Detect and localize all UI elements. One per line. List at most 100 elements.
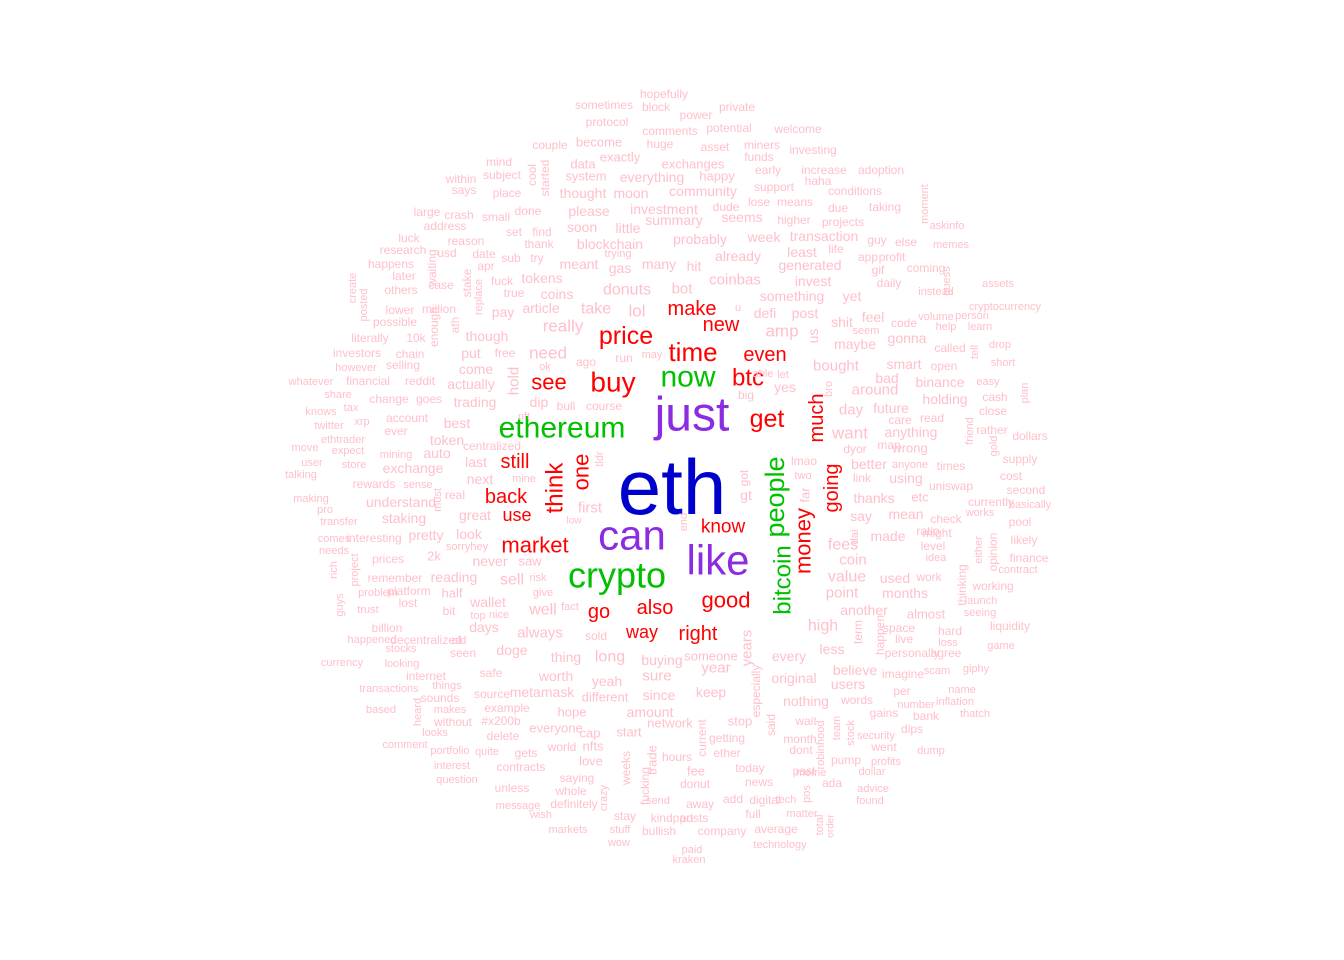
word-news: news: [745, 775, 773, 789]
word-end: end: [678, 513, 690, 531]
word-can: can: [598, 512, 666, 559]
word-working: working: [971, 579, 1013, 593]
word-feel: feel: [862, 309, 885, 325]
word-article: article: [522, 300, 560, 316]
word-two: two: [794, 470, 811, 482]
word-crash: crash: [444, 208, 473, 222]
word-every: every: [772, 648, 806, 664]
word-pool: pool: [1009, 515, 1032, 529]
word-moment: moment: [919, 184, 931, 224]
word-coin: coin: [839, 552, 867, 569]
word-moon: moon: [613, 185, 648, 201]
word-luck: luck: [398, 231, 420, 245]
word-taking: taking: [869, 200, 901, 214]
word-total: total: [814, 815, 826, 836]
word-says: says: [452, 183, 477, 197]
word-internet: internet: [406, 669, 447, 683]
word-finance: finance: [1010, 551, 1049, 565]
word-million: million: [422, 302, 456, 316]
word-little: little: [616, 220, 641, 236]
word-fucking: fucking: [638, 767, 652, 805]
word-yet: yet: [843, 288, 862, 304]
word-much: much: [806, 394, 828, 443]
word-probably: probably: [673, 231, 727, 247]
word-wrong: wrong: [891, 441, 927, 456]
word-sense: sense: [403, 479, 432, 491]
word-way: way: [625, 622, 658, 642]
word-made: made: [870, 528, 905, 544]
word-team: team: [831, 716, 843, 740]
word-cash: cash: [982, 390, 1007, 404]
word-anyone: anyone: [892, 459, 928, 471]
word-advice: advice: [857, 783, 889, 795]
word-twitter: twitter: [314, 420, 344, 432]
word-ethtrader: ethtrader: [321, 434, 365, 446]
word-holding: holding: [922, 391, 967, 407]
word-low: low: [566, 516, 582, 527]
word-dai: dai: [849, 530, 861, 545]
word-stake: stake: [460, 268, 474, 297]
word-example: example: [484, 701, 530, 715]
word-agree: agree: [931, 646, 962, 660]
word-also: also: [637, 597, 674, 619]
word-cryptocurrency: cryptocurrency: [969, 301, 1042, 313]
word-future: future: [873, 400, 909, 416]
word-called: called: [934, 341, 965, 355]
word-best: best: [444, 415, 471, 431]
word-security: security: [857, 730, 895, 742]
word-currently: currently: [968, 495, 1014, 509]
word-date: date: [472, 247, 496, 261]
word-eth: eth: [618, 443, 726, 531]
word-bull: bull: [557, 399, 576, 413]
word-seen: seen: [450, 646, 476, 660]
word-learn: learn: [968, 321, 992, 333]
word-metamask: metamask: [510, 684, 576, 700]
word-ath: ath: [448, 317, 462, 334]
word-months: months: [882, 585, 928, 601]
word-even: even: [743, 344, 786, 366]
word-saw: saw: [518, 554, 542, 569]
word-dude: dude: [713, 200, 740, 214]
word-memes: memes: [933, 239, 970, 251]
word-personally: personally: [885, 646, 940, 660]
word-make: make: [668, 298, 717, 320]
word-interest: interest: [434, 760, 470, 772]
word-user: user: [301, 457, 323, 469]
word-everything: everything: [620, 169, 685, 185]
word-term: term: [851, 620, 865, 644]
word-asset: asset: [701, 140, 730, 154]
word-link: link: [853, 471, 872, 485]
word-decentralized: decentralized: [390, 633, 461, 647]
word-kraken: kraken: [672, 854, 705, 866]
word-investing: investing: [789, 143, 836, 157]
word-protocol: protocol: [586, 115, 629, 129]
word-sounds: sounds: [421, 691, 460, 705]
word-bad: bad: [875, 370, 898, 386]
word-miners: miners: [744, 138, 780, 152]
word-currency: currency: [321, 657, 364, 669]
word-delete: delete: [487, 729, 520, 743]
word-crazy: crazy: [598, 784, 610, 811]
word-live: live: [895, 632, 913, 646]
word-course: course: [586, 399, 622, 413]
word-time: time: [668, 337, 717, 367]
word-hard: hard: [938, 624, 962, 638]
word-lmao: lmao: [791, 454, 817, 468]
word-enough: enough: [427, 307, 441, 347]
word-token: token: [430, 432, 464, 448]
word-move: move: [292, 442, 319, 454]
word-bit: bit: [443, 604, 456, 618]
word-stock: stock: [845, 720, 857, 746]
word-check: check: [930, 512, 962, 526]
word-us: us: [805, 329, 821, 344]
word-seeing: seeing: [964, 607, 996, 619]
word-adoption: adoption: [858, 163, 904, 177]
word-supply: supply: [1003, 452, 1038, 466]
word-believe: believe: [833, 662, 878, 678]
word-problem: problem: [358, 587, 398, 599]
word-come: come: [459, 361, 493, 377]
word-dollar: dollar: [859, 766, 886, 778]
word-order: order: [826, 814, 837, 838]
word-question: question: [436, 774, 478, 786]
word-trading: trading: [454, 394, 497, 410]
